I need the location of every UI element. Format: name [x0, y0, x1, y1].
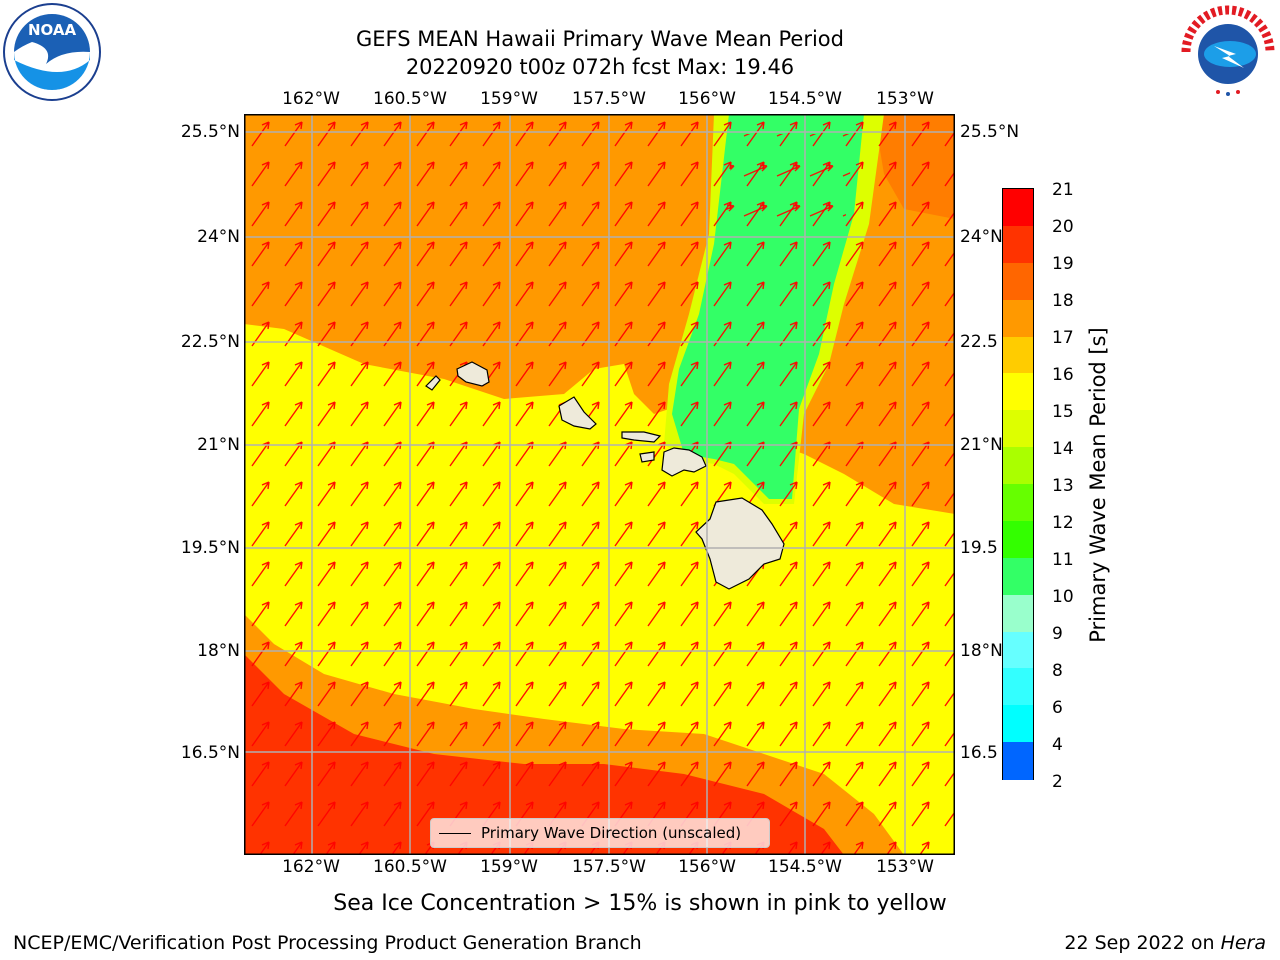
noaa-logo: NOAA — [3, 3, 101, 101]
colorbar-swatch — [1003, 299, 1033, 337]
lon-label-bottom: 154.5°W — [768, 857, 842, 877]
colorbar-tick: 2 — [1052, 772, 1063, 792]
map-title: GEFS MEAN Hawaii Primary Wave Mean Perio… — [356, 27, 844, 51]
island-molokai — [621, 431, 662, 443]
lon-label-bottom: 160.5°W — [373, 857, 447, 877]
colorbar-swatch — [1003, 189, 1033, 227]
lat-label-right: 16.5 — [960, 743, 998, 763]
wave-direction-arrows — [244, 114, 955, 855]
colorbar-tick: 13 — [1052, 476, 1074, 496]
lat-label-left: 18°N — [197, 641, 240, 661]
colorbar-swatch — [1003, 447, 1033, 485]
lon-label-top: 154.5°W — [768, 89, 842, 109]
colorbar-swatch — [1003, 594, 1033, 632]
lon-label-bottom: 159°W — [480, 857, 538, 877]
lat-label-right: 25.5°N — [960, 122, 1020, 142]
lat-label-right: 24°N — [960, 227, 1003, 247]
colorbar-tick: 6 — [1052, 698, 1063, 718]
lon-label-bottom: 157.5°W — [572, 857, 646, 877]
colorbar-swatches — [1003, 189, 1033, 780]
map-subtitle: 20220920 t00z 072h fcst Max: 19.46 — [405, 55, 795, 79]
island-kauai — [456, 361, 490, 387]
colorbar-tick: 12 — [1052, 513, 1074, 533]
colorbar-swatch — [1003, 742, 1033, 780]
colorbar-swatch — [1003, 225, 1033, 264]
colorbar-swatch — [1003, 262, 1033, 301]
colorbar-tick: 15 — [1052, 402, 1074, 422]
island-oahu — [558, 396, 597, 430]
lon-label-bottom: 162°W — [282, 857, 340, 877]
island-niihau — [425, 375, 441, 391]
caption: Sea Ice Concentration > 15% is shown in … — [333, 891, 947, 916]
map-legend: Primary Wave Direction (unscaled) — [430, 818, 770, 848]
map-panel — [244, 114, 955, 855]
footer-date: 22 Sep 2022 on Hera — [1064, 932, 1266, 954]
colorbar-swatch — [1003, 668, 1033, 706]
lat-label-right: 18°N — [960, 641, 1003, 661]
colorbar-tick: 4 — [1052, 735, 1063, 755]
lon-label-top: 157.5°W — [572, 89, 646, 109]
colorbar-swatch — [1003, 410, 1033, 448]
colorbar-tick: 10 — [1052, 587, 1074, 607]
lat-label-left: 22.5°N — [180, 332, 240, 352]
island-hawaii — [695, 497, 785, 590]
lat-label-left: 24°N — [197, 227, 240, 247]
colorbar-tick: 16 — [1052, 365, 1074, 385]
lat-label-right: 22.5 — [960, 332, 998, 352]
colorbar-swatch — [1003, 705, 1033, 743]
colorbar-swatch — [1003, 520, 1033, 559]
colorbar-swatch — [1003, 336, 1033, 374]
wave-period-field — [244, 114, 955, 855]
lon-label-top: 160.5°W — [373, 89, 447, 109]
colorbar-swatch — [1003, 631, 1033, 669]
lon-label-top: 159°W — [480, 89, 538, 109]
lon-label-top: 162°W — [282, 89, 340, 109]
lat-label-left: 16.5°N — [180, 743, 240, 763]
colorbar-tick: 14 — [1052, 439, 1074, 459]
colorbar-tick: 11 — [1052, 550, 1074, 570]
colorbar-tick: 9 — [1052, 624, 1063, 644]
lon-label-top: 153°W — [876, 89, 934, 109]
legend-label: Primary Wave Direction (unscaled) — [481, 824, 742, 842]
graticule — [244, 114, 955, 855]
map-frame — [244, 114, 955, 855]
colorbar-swatch — [1003, 373, 1033, 411]
lon-label-top: 156°W — [678, 89, 736, 109]
lat-label-left: 19.5°N — [180, 538, 240, 558]
colorbar-tick: 20 — [1052, 217, 1074, 237]
colorbar-tick: 21 — [1052, 180, 1074, 200]
island-maui — [661, 447, 707, 477]
colorbar-tick: 8 — [1052, 661, 1063, 681]
lat-label-right: 19.5 — [960, 538, 998, 558]
footer-branch: NCEP/EMC/Verification Post Processing Pr… — [13, 932, 642, 954]
island-lanai — [639, 451, 655, 463]
lon-label-bottom: 153°W — [876, 857, 934, 877]
colorbar-tick: 18 — [1052, 291, 1074, 311]
colorbar-tick: 17 — [1052, 328, 1074, 348]
colorbar-label: Primary Wave Mean Period [s] — [1086, 327, 1110, 643]
colorbar-swatch — [1003, 557, 1033, 596]
nws-logo — [1181, 5, 1275, 99]
legend-line-swatch — [439, 832, 471, 834]
colorbar-tick: 19 — [1052, 254, 1074, 274]
lat-label-left: 25.5°N — [180, 122, 240, 142]
lat-label-left: 21°N — [197, 435, 240, 455]
footer-date-text: 22 Sep 2022 on — [1064, 932, 1215, 954]
wave-direction-arrows-north — [724, 134, 854, 234]
lon-label-bottom: 156°W — [678, 857, 736, 877]
colorbar-swatch — [1003, 484, 1033, 522]
lat-label-right: 21°N — [960, 435, 1003, 455]
colorbar — [1002, 188, 1034, 780]
noaa-logo-text: NOAA — [28, 21, 77, 39]
footer-machine: Hera — [1220, 932, 1266, 954]
